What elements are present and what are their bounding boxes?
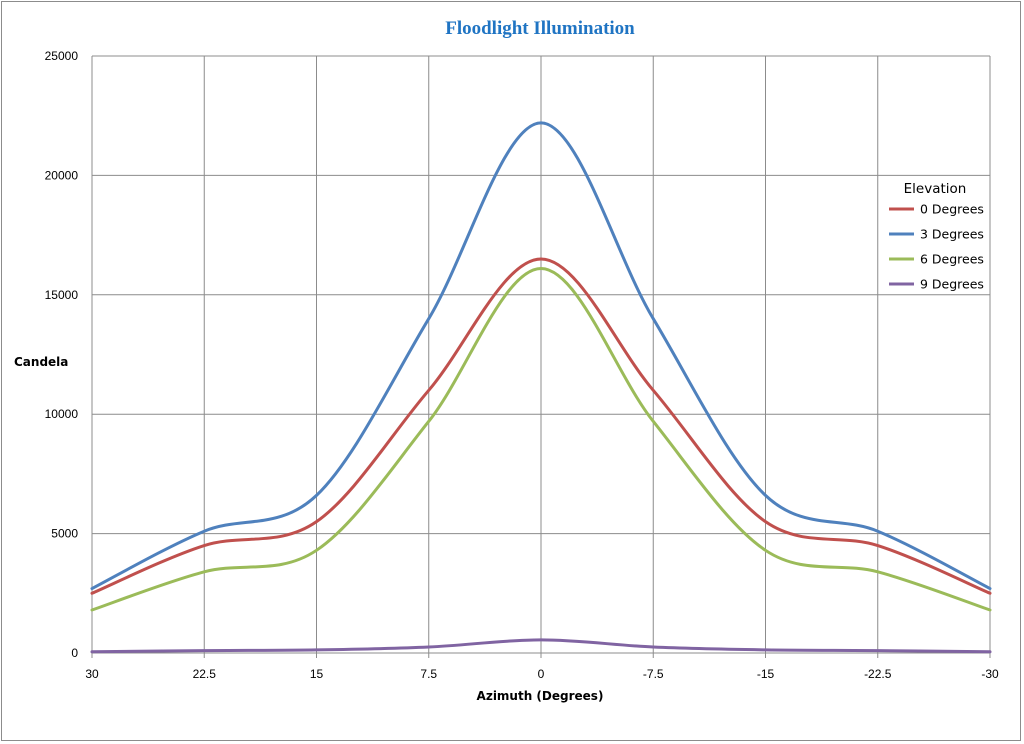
- x-tick-label: -22.5: [864, 667, 892, 681]
- x-tick-label: -7.5: [643, 667, 664, 681]
- series-lines: [90, 121, 992, 654]
- y-axis-label: Candela: [14, 355, 68, 369]
- legend-title: Elevation: [904, 181, 967, 197]
- x-tick-label: 0: [538, 667, 545, 681]
- legend-entry-label: 0 Degrees: [920, 202, 984, 217]
- series-line-6-degrees: [90, 267, 992, 612]
- legend-entry-label: 6 Degrees: [920, 252, 984, 267]
- x-tick-label: 7.5: [420, 667, 437, 681]
- series-line-0-degrees: [90, 257, 992, 595]
- series-line-9-degrees: [90, 638, 992, 654]
- legend: Elevation 0 Degrees 3 Degrees 6 Degrees 9 D…: [889, 181, 984, 292]
- series-line-3-degrees: [90, 121, 992, 591]
- chart-title: Floodlight Illumination: [445, 18, 635, 39]
- x-axis-label: Azimuth (Degrees): [477, 689, 604, 703]
- y-tick-label: 20000: [45, 168, 79, 182]
- x-tick-label: -30: [981, 667, 999, 681]
- legend-entry-label: 3 Degrees: [920, 227, 984, 242]
- x-tick-label: -15: [757, 667, 775, 681]
- grid-lines: [91, 55, 991, 658]
- y-tick-label: 10000: [45, 407, 79, 421]
- x-tick-label: 30: [85, 667, 99, 681]
- y-tick-label: 5000: [51, 527, 78, 541]
- tick-labels: 0 5000 10000 15000 20000 25000 30 22.5 15 7.5 0 -7.…: [45, 49, 999, 681]
- y-tick-label: 15000: [45, 288, 79, 302]
- legend-entry-label: 9 Degrees: [920, 277, 984, 292]
- x-tick-label: 22.5: [193, 667, 217, 681]
- x-tick-label: 15: [310, 667, 324, 681]
- y-tick-label: 0: [71, 646, 78, 660]
- y-tick-label: 25000: [45, 49, 79, 63]
